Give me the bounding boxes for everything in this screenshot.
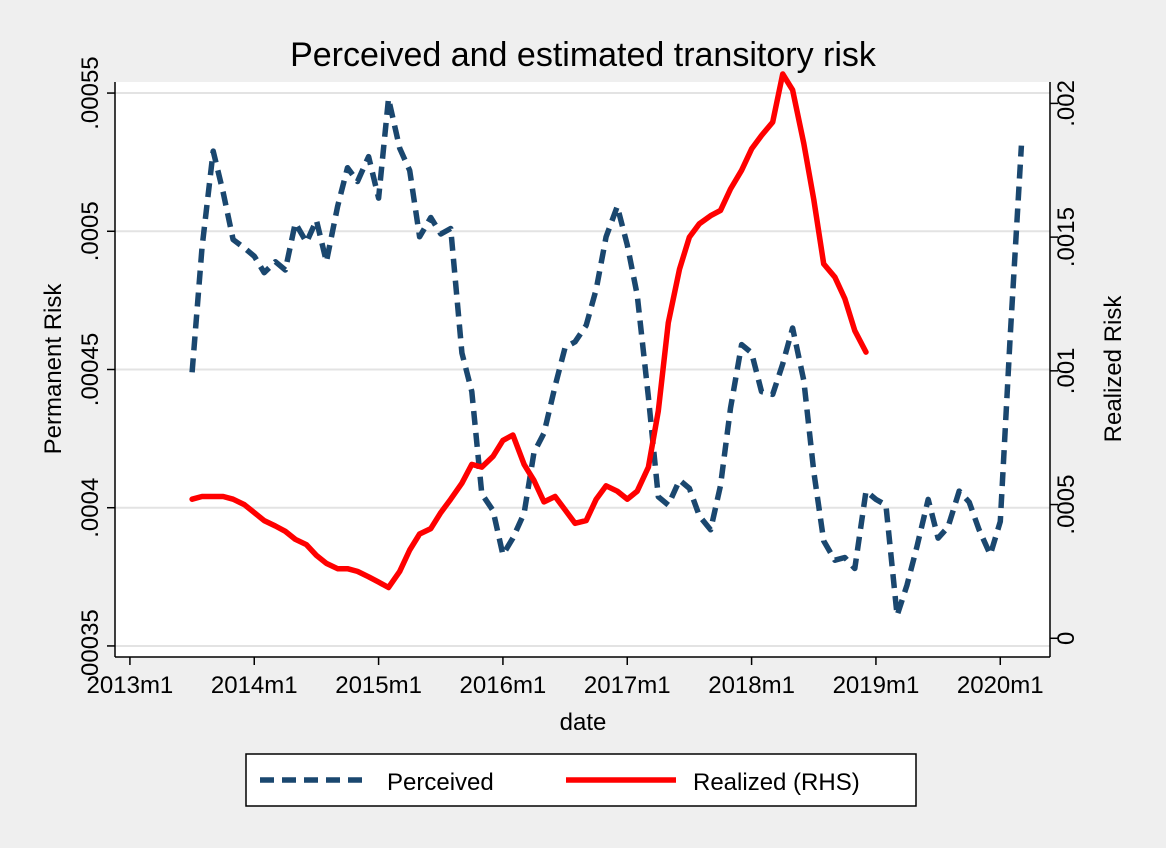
y-right-tick-label: .001 [1053, 347, 1080, 394]
y-right-tick-label: .0015 [1053, 207, 1080, 267]
x-tick-label: 2013m1 [87, 672, 174, 699]
x-axis-title: date [560, 709, 607, 736]
x-tick-label: 2019m1 [833, 672, 920, 699]
grid-lines [115, 92, 1050, 647]
axes: .00035 .0004 .00045 .0005 .00055 0 .0005 .001 .0… [77, 56, 1080, 699]
y-left-tick-label: .00035 [77, 609, 104, 682]
y-left-tick-label: .0004 [77, 478, 104, 538]
series-line-perceived [189, 95, 1025, 619]
legend: Perceived Realized (RHS) [245, 753, 917, 807]
y-left-tick-label: .00045 [77, 333, 104, 406]
chart-title: Perceived and estimated transitory risk [290, 36, 877, 74]
y-axis-right-title: Realized Risk [1100, 295, 1127, 443]
x-tick-label: 2017m1 [584, 672, 671, 699]
series-lines [189, 71, 1025, 619]
x-tick-label: 2014m1 [211, 672, 298, 699]
series-line-realized [189, 71, 869, 591]
x-tick-label: 2018m1 [708, 672, 795, 699]
y-axis-left-title: Permanent Risk [40, 283, 67, 455]
y-left-tick-label: .0005 [77, 201, 104, 261]
y-right-tick-label: 0 [1053, 632, 1080, 645]
x-tick-label: 2015m1 [335, 672, 422, 699]
legend-label-realized: Realized (RHS) [693, 769, 860, 796]
x-tick-label: 2016m1 [460, 672, 547, 699]
y-right-tick-label: .002 [1053, 80, 1080, 127]
legend-label-perceived: Perceived [387, 769, 494, 796]
y-right-tick-label: .0005 [1053, 475, 1080, 535]
y-left-tick-label: .00055 [77, 56, 104, 129]
x-tick-label: 2020m1 [957, 672, 1044, 699]
